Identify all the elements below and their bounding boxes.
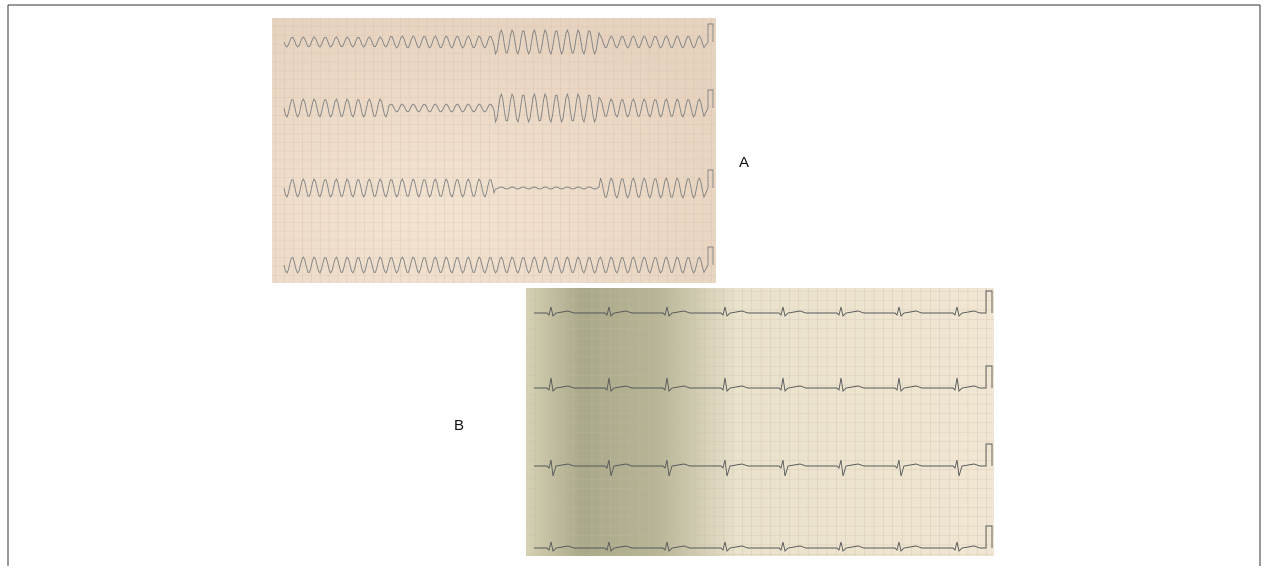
- ecg-trace: [534, 525, 993, 552]
- panel-label: A: [739, 154, 749, 171]
- ecg-trace: [534, 365, 993, 392]
- ecg-trace: [283, 246, 714, 274]
- panel-label: B: [454, 417, 464, 434]
- ecg-image-a: [272, 18, 716, 283]
- ecg-trace: [283, 169, 714, 199]
- ecg-grid: [272, 18, 716, 283]
- ecg-grid: [526, 288, 994, 556]
- ecg-trace: [283, 23, 714, 56]
- ecg-trace: [283, 89, 714, 124]
- ecg-trace: [534, 443, 993, 477]
- ecg-trace: [534, 290, 993, 317]
- ecg-image-b: [526, 288, 994, 556]
